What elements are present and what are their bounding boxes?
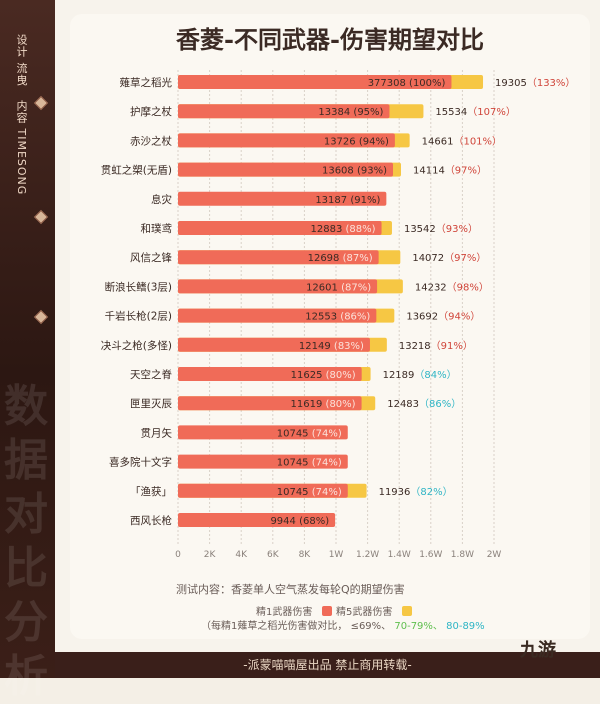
category-label: 贯虹之槊(无盾) <box>101 164 172 177</box>
bar-r5-label: 13542（93%） <box>404 223 478 235</box>
bar-r1 <box>178 221 382 235</box>
legend-note: （每精1薙草之稻光伤害做对比， ≤69%、 70-79%、 80-89% <box>201 617 485 632</box>
category-label: 风信之锋 <box>130 251 172 264</box>
bar-r1-label: 13608 (93%) <box>322 166 387 177</box>
bar-r1-label: 12698 (87%) <box>308 253 373 264</box>
legend-label-r5: 精5武器伤害 <box>336 607 393 618</box>
bar-r5-label: 12483（86%） <box>387 398 461 410</box>
category-label: 西风长枪 <box>130 514 172 527</box>
bar-r1 <box>178 513 336 527</box>
side-subtitle-vertical: 内容 TIMESONG <box>15 100 28 196</box>
bar-r1-label: 10745 (74%) <box>277 428 342 439</box>
legend-item-r5: 精5武器伤害 <box>336 603 412 618</box>
chart-labels: 薙草之稻光 377308 (100%) 19305（133%） 护摩之杖 13384 (… <box>101 76 576 527</box>
bar-r1-label: 12553 (86%) <box>305 312 370 323</box>
x-tick-label: 0 <box>175 550 181 560</box>
bar-r1 <box>178 279 378 294</box>
bar-r1 <box>178 104 390 119</box>
bar-r1-label: 12149 (83%) <box>299 341 364 352</box>
category-label: 决斗之枪(多怪) <box>101 339 172 352</box>
category-label: 断浪长鳍(3层) <box>105 280 172 293</box>
legend-item-r1: 精1武器伤害 <box>256 603 332 618</box>
x-tick-label: 2W <box>487 550 502 560</box>
category-label: 薙草之稻光 <box>120 76 173 89</box>
bar-r1 <box>178 483 348 498</box>
category-label: 匣里灭辰 <box>130 398 172 410</box>
x-tick-label: 1.6W <box>419 550 442 560</box>
bar-r1 <box>178 191 387 206</box>
x-tick-label: 6K <box>267 550 280 560</box>
bar-r1-label: 13384 (95%) <box>318 107 383 118</box>
legend-note-80: 80-89% <box>446 621 485 632</box>
bar-r1-label: 13726 (94%) <box>324 136 389 147</box>
bar-r5-label: 13692（94%） <box>406 311 480 323</box>
bar-r1-label: 10745 (74%) <box>277 487 342 498</box>
x-tick-label: 1.8W <box>451 550 474 560</box>
bar-r5-label: 15534（107%） <box>435 106 515 118</box>
bar-r5-label: 14114（97%） <box>413 165 487 177</box>
x-tick-label: 2K <box>204 550 217 560</box>
bar-r1-label: 9944 (68%) <box>270 516 329 527</box>
legend-description: 测试内容：香菱单人空气蒸发每轮Q的期望伤害 <box>176 583 405 596</box>
bar-r1 <box>178 396 362 411</box>
logo-text: 九游 <box>520 640 556 661</box>
legend-swatch-r1 <box>321 606 332 616</box>
bar-r1 <box>178 250 379 265</box>
bar-r5-label: 13218（91%） <box>399 340 473 352</box>
category-label: 息灾 <box>151 193 172 206</box>
bar-r5-label: 14072（97%） <box>412 252 486 264</box>
legend-note-70: 70-79%、 <box>394 621 443 632</box>
bar-r1-label: 11619 (80%) <box>291 399 356 410</box>
bar-r1-label: 10745 (74%) <box>277 458 342 469</box>
bar-r1 <box>178 425 348 440</box>
x-tick-label: 4K <box>235 550 248 560</box>
bar-r1 <box>178 162 394 177</box>
bar-r1 <box>178 308 377 323</box>
legend-label-r1: 精1武器伤害 <box>256 607 313 618</box>
bar-r1-label: 377308 (100%) <box>368 78 446 89</box>
category-label: 贯月矢 <box>141 426 173 439</box>
bar-r1 <box>178 337 370 352</box>
bar-r1-label: 13187 (91%) <box>315 195 380 206</box>
category-label: 天空之脊 <box>130 368 172 381</box>
bar-r1-label: 12601 (87%) <box>306 282 371 293</box>
bar-r5-label: 19305（133%） <box>495 77 575 89</box>
chart-title: 香菱-不同武器-伤害期望对比 <box>176 25 484 54</box>
category-label: 和璞鸢 <box>141 222 173 235</box>
x-tick-label: 1.2W <box>356 550 379 560</box>
legend-note-69: ≤69%、 <box>350 621 392 632</box>
footer-text: -派蒙喵喵屋出品 禁止商用转载- <box>243 658 412 672</box>
legend-swatch-r5 <box>401 606 412 616</box>
x-tick-label: 1.4W <box>388 550 411 560</box>
bar-r1 <box>178 367 362 381</box>
x-tick-label: 1W <box>329 550 344 560</box>
chart-axis: 0 2K 4K 6K 8K 1W 1.2W 1.4W 1.6W 1.8W 2W <box>175 550 501 560</box>
bar-r1-label: 12883 (88%) <box>311 224 376 235</box>
category-label: 护摩之杖 <box>130 105 172 118</box>
bar-r1 <box>178 454 348 469</box>
category-label: 「渔获」 <box>130 486 172 498</box>
vertical-watermark: 数据对比分析 <box>4 381 48 702</box>
footer-bar: -派蒙喵喵屋出品 禁止商用转载- <box>55 652 600 678</box>
chart-bars <box>178 75 484 527</box>
side-title-vertical: 设计 流曳 <box>15 34 28 87</box>
bar-r5-label: 12189（84%） <box>383 369 457 381</box>
category-label: 千岩长枪(2层) <box>105 310 172 323</box>
legend-note-prefix: （每精1薙草之稻光伤害做对比， <box>201 621 348 632</box>
bar-r5-label: 14661（101%） <box>422 135 502 147</box>
site-logo[interactable]: 九游 <box>520 636 556 662</box>
bar-r1-label: 11625 (80%) <box>291 370 356 381</box>
left-side-panel: 设计 流曳 内容 TIMESONG 数据对比分析 <box>0 0 55 702</box>
category-label: 喜多院十文字 <box>109 456 172 469</box>
category-label: 赤沙之杖 <box>130 134 172 147</box>
bar-r5-label: 11936（82%） <box>379 486 453 498</box>
x-tick-label: 8K <box>299 550 312 560</box>
bar-chart: 薙草之稻光 377308 (100%) 19305（133%） 护摩之杖 13384 (… <box>101 70 576 560</box>
bar-r5-label: 14232（98%） <box>415 281 489 293</box>
bar-r1 <box>178 133 395 148</box>
bar-r1 <box>178 75 452 89</box>
